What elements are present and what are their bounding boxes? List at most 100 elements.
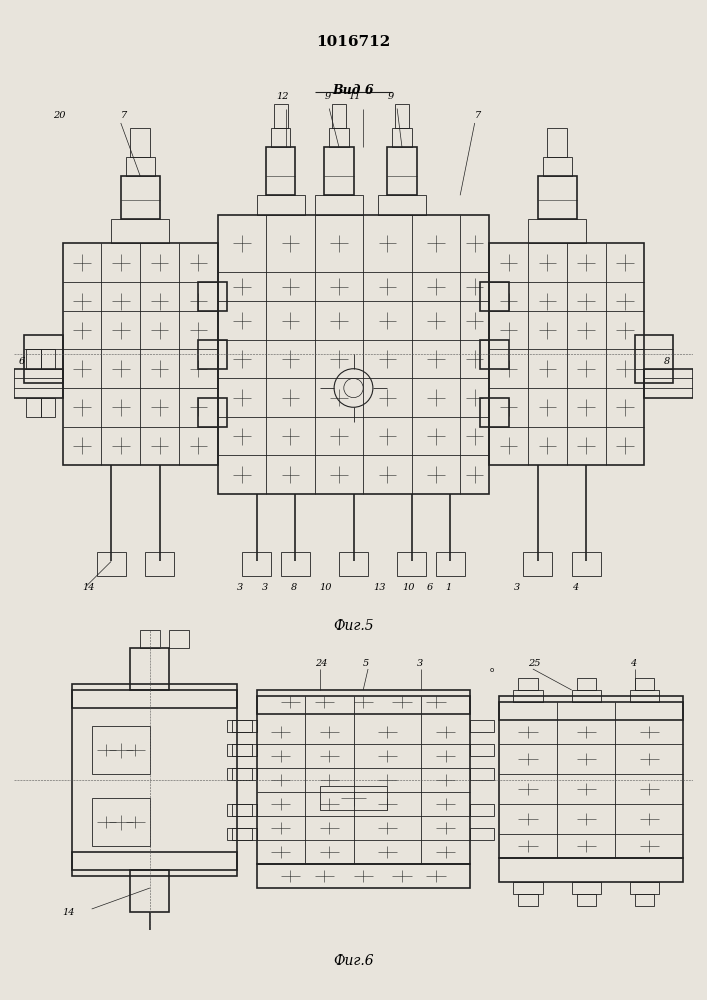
Bar [92,726,150,774]
Bar [24,335,63,383]
Bar [523,552,552,576]
Text: 3: 3 [262,583,268,592]
Bar [397,552,426,576]
Text: 3: 3 [513,583,520,592]
Bar [436,552,465,576]
Bar [479,282,508,311]
Text: Фиг.6: Фиг.6 [333,954,374,968]
Text: 14: 14 [63,908,75,917]
Bar [228,744,252,756]
Bar [538,176,576,219]
Text: 14: 14 [82,583,95,592]
Bar [41,398,55,417]
Bar [630,690,659,702]
Bar [199,398,228,427]
Bar [528,219,586,243]
Bar [479,398,508,427]
Bar [126,157,155,176]
Bar [479,340,508,369]
Bar [499,702,683,858]
Bar [131,648,169,690]
Bar [518,894,538,906]
Bar [26,349,41,369]
Bar [233,744,257,756]
Text: 25: 25 [528,659,541,668]
Bar [274,104,288,128]
Text: 11: 11 [349,92,361,101]
Bar [111,219,169,243]
Text: 10: 10 [402,583,414,592]
Text: 6: 6 [426,583,433,592]
Bar [332,104,346,128]
Bar [499,696,683,720]
Bar [572,552,601,576]
Text: Вид 6: Вид 6 [333,84,374,97]
Bar [41,349,55,369]
Bar [329,128,349,147]
Bar [325,147,354,195]
Text: 3: 3 [237,583,243,592]
Bar [72,852,237,876]
Bar [513,882,542,894]
Bar [518,678,538,690]
Bar [635,678,654,690]
Text: 24: 24 [315,659,327,668]
Bar [489,243,644,465]
Bar [257,864,470,888]
Bar [14,369,63,398]
Bar [26,398,41,417]
Bar [271,128,291,147]
Bar [470,828,494,840]
Text: 10: 10 [320,583,332,592]
Bar [228,768,252,780]
Bar [635,894,654,906]
Bar [233,768,257,780]
Text: 8: 8 [291,583,297,592]
Bar [257,696,470,864]
Bar [392,128,411,147]
Bar [228,828,252,840]
Bar [339,552,368,576]
Bar [513,690,542,702]
Bar [635,335,674,383]
Bar [267,147,296,195]
Bar [72,684,237,708]
Bar [233,804,257,816]
Bar [228,720,252,732]
Text: o: o [489,667,493,673]
Bar [233,720,257,732]
Text: 4: 4 [630,659,636,668]
Text: 9: 9 [387,92,394,101]
Bar [145,552,174,576]
Text: Фиг.5: Фиг.5 [333,619,374,633]
Text: 12: 12 [276,92,288,101]
Bar [92,798,150,846]
Bar [199,340,228,369]
Text: 1: 1 [445,583,452,592]
Bar [542,157,572,176]
Bar [233,828,257,840]
Text: 5: 5 [363,659,370,668]
Bar [131,128,150,157]
Bar [242,552,271,576]
Text: 4: 4 [572,583,578,592]
Bar [63,243,218,465]
Bar [97,552,126,576]
Bar [121,176,160,219]
Bar [169,630,189,648]
Bar [257,195,305,215]
Bar [547,128,567,157]
Bar [257,690,470,714]
Text: 1016712: 1016712 [316,35,391,49]
Bar [644,369,693,398]
Bar [576,894,596,906]
Bar [72,690,237,870]
Text: 8: 8 [664,357,670,366]
Bar [140,630,160,648]
Bar [378,195,426,215]
Text: 7: 7 [121,111,127,120]
Bar [315,195,363,215]
Text: 13: 13 [373,583,385,592]
Bar [630,882,659,894]
Text: 9: 9 [325,92,331,101]
